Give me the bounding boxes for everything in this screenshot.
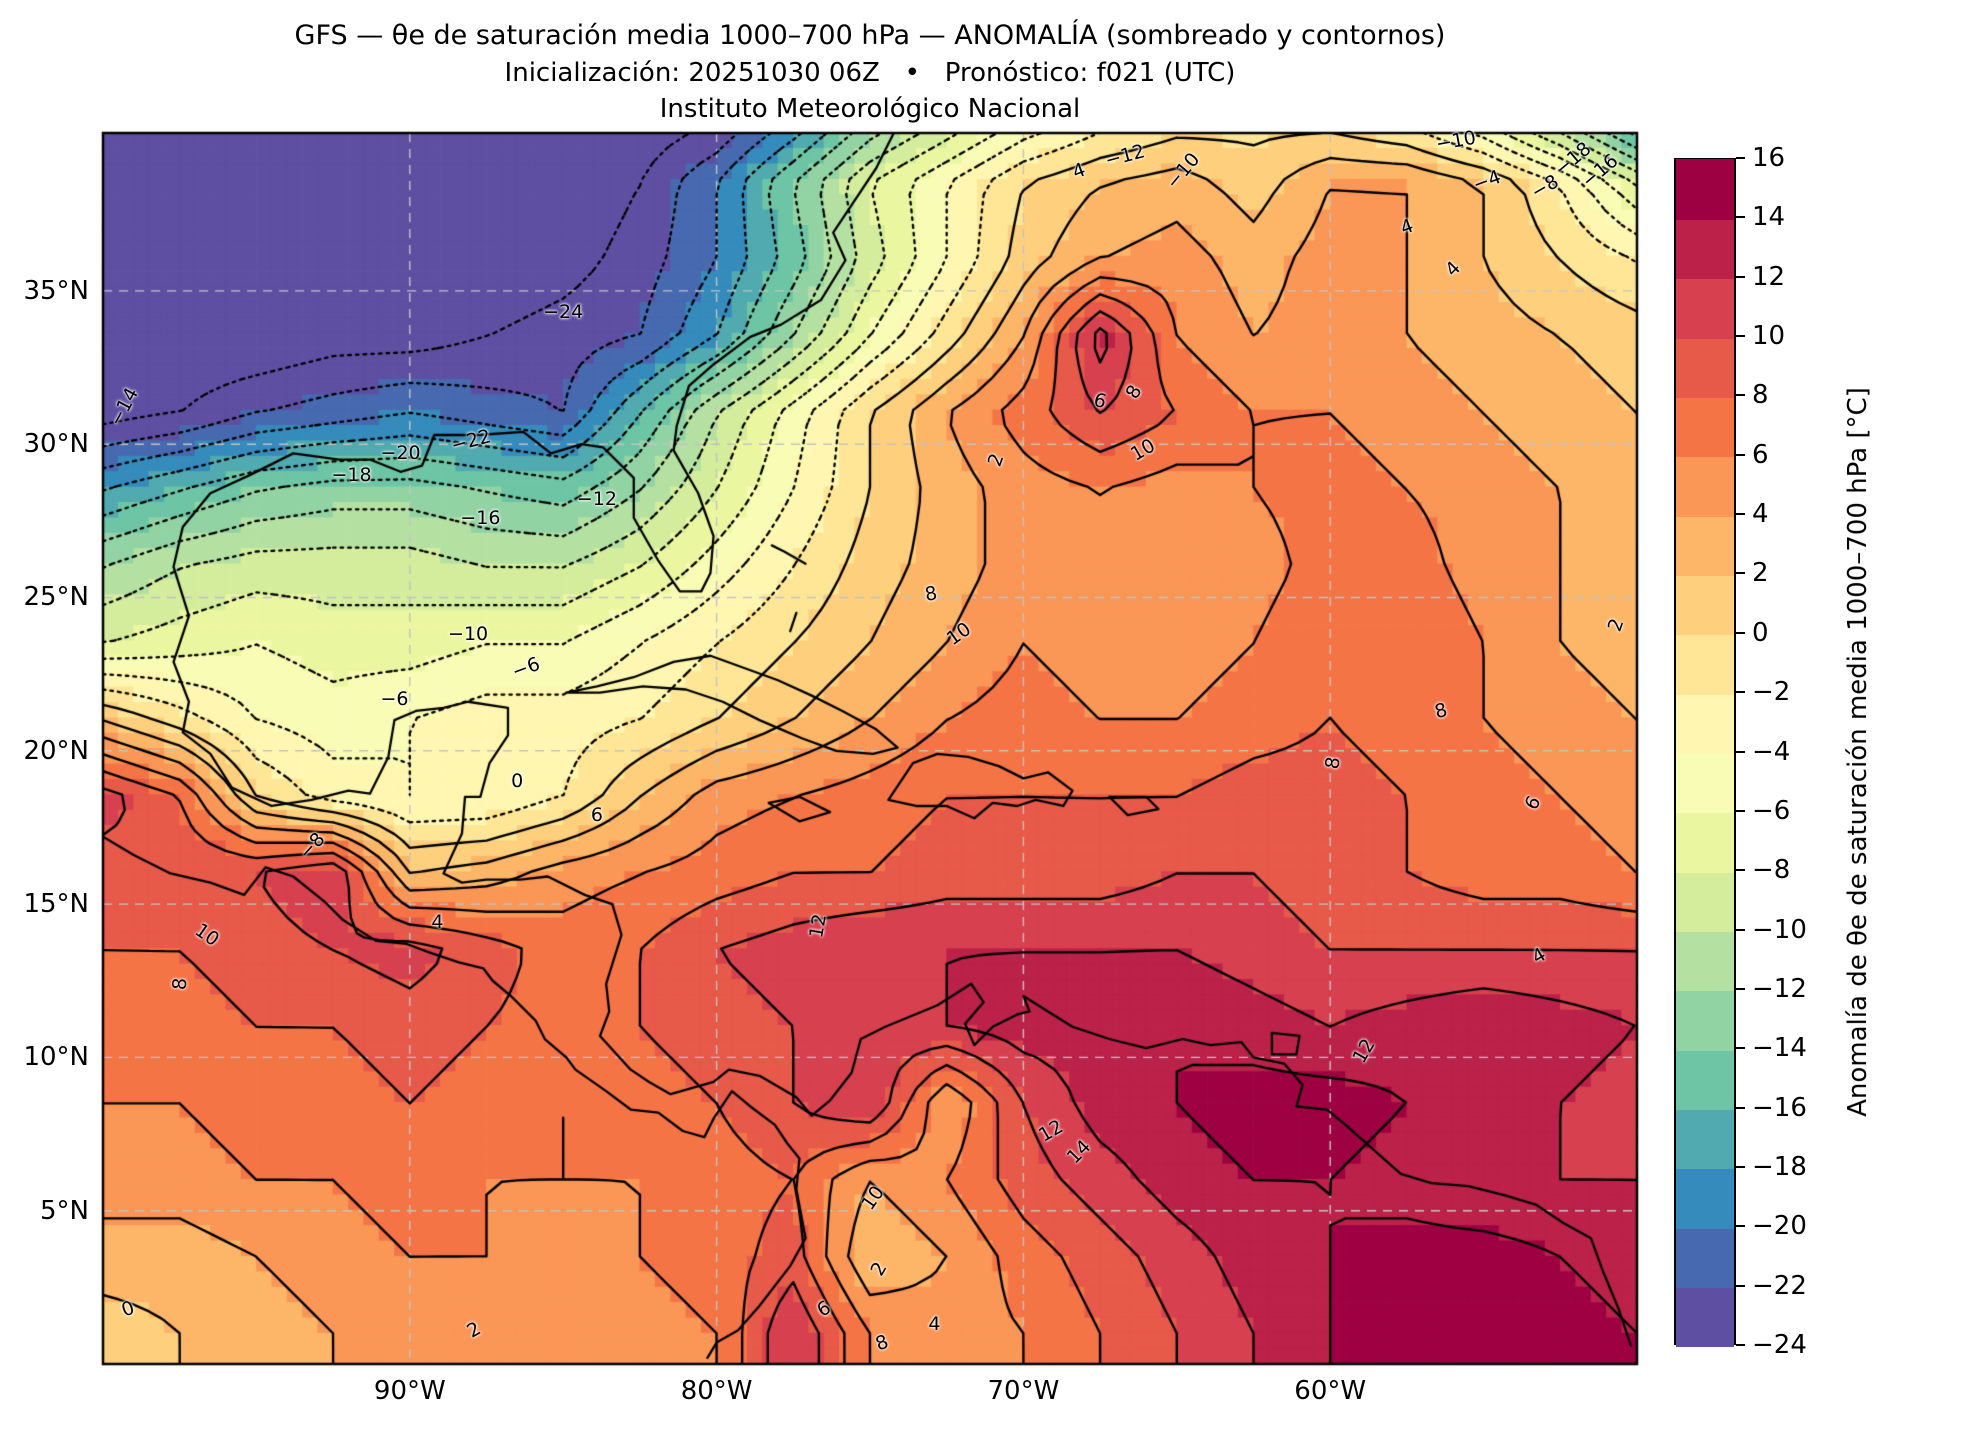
colorbar-tick-label: −2 [1752, 677, 1791, 708]
colorbar-tick-label: −12 [1752, 973, 1807, 1004]
contour-label: 0 [511, 770, 524, 793]
colorbar-tick-mark [1736, 987, 1745, 990]
colorbar-cell [1676, 396, 1734, 458]
colorbar-cell [1676, 455, 1734, 517]
y-tick-label: 15°N [23, 889, 89, 920]
colorbar-tick-mark [1736, 691, 1745, 694]
y-tick-label: 10°N [23, 1042, 89, 1073]
contour-label: −24 [543, 301, 584, 324]
colorbar-tick-mark [1736, 1047, 1745, 1050]
x-tick-label: 90°W [373, 1376, 446, 1406]
colorbar-tick-mark [1736, 275, 1745, 278]
colorbar-cell [1676, 515, 1734, 576]
colorbar-tick-mark [1736, 1344, 1745, 1346]
colorbar-cell [1676, 871, 1734, 933]
contour-label: −20 [380, 442, 421, 465]
colorbar-tick-label: 4 [1752, 499, 1769, 530]
colorbar-cell [1676, 277, 1734, 339]
chart-subtitle-init-forecast: Inicialización: 20251030 06Z • Pronóstic… [504, 58, 1236, 88]
contour-label: −12 [576, 488, 617, 511]
contour-label: 4 [431, 911, 444, 934]
colorbar-tick-label: 14 [1752, 202, 1786, 233]
colorbar-axis-label: Anomalía de θe de saturación media 1000–… [1843, 386, 1873, 1117]
colorbar-tick-mark [1736, 513, 1745, 516]
colorbar-tick-mark [1736, 809, 1745, 812]
colorbar-tick-mark [1736, 750, 1745, 753]
colorbar-tick-mark [1736, 216, 1745, 219]
colorbar-tick-label: 0 [1752, 617, 1769, 648]
contour-label: −6 [380, 687, 409, 710]
colorbar-tick-mark [1736, 1106, 1745, 1109]
colorbar-tick-label: −14 [1752, 1033, 1807, 1064]
colorbar-cell [1676, 1167, 1734, 1229]
colorbar-tick-mark [1736, 572, 1745, 575]
contour-label: −16 [460, 506, 501, 529]
colorbar-tick-label: 8 [1752, 380, 1769, 411]
colorbar-tick-label: 10 [1752, 321, 1786, 352]
colorbar-tick-label: 16 [1752, 143, 1786, 173]
y-tick-label: 25°N [23, 582, 89, 613]
colorbar-cell [1676, 159, 1734, 220]
colorbar-tick-mark [1736, 1165, 1745, 1168]
colorbar-tick-label: −6 [1752, 795, 1791, 826]
colorbar-tick-label: −16 [1752, 1092, 1807, 1123]
colorbar-cell [1676, 574, 1734, 636]
colorbar-cell [1676, 337, 1734, 398]
colorbar-cell [1676, 693, 1734, 754]
colorbar-tick-label: −24 [1752, 1330, 1807, 1360]
colorbar-cell [1676, 218, 1734, 280]
colorbar-tick-mark [1736, 1225, 1745, 1228]
colorbar [1674, 158, 1736, 1348]
colorbar-tick-label: −20 [1752, 1211, 1807, 1242]
colorbar-tick-label: 12 [1752, 261, 1786, 292]
colorbar-tick-mark [1736, 394, 1745, 397]
contour-label: 8 [168, 976, 192, 991]
colorbar-cell [1676, 1049, 1734, 1111]
contour-label: −10 [448, 623, 489, 646]
contour-label: −18 [331, 463, 372, 486]
x-tick-label: 60°W [1294, 1376, 1367, 1406]
colorbar-tick-label: 6 [1752, 439, 1769, 470]
colorbar-tick-label: −18 [1752, 1151, 1807, 1182]
y-tick-label: 35°N [23, 275, 89, 306]
colorbar-cell [1676, 1227, 1734, 1289]
y-tick-label: 20°N [23, 735, 89, 766]
colorbar-cell [1676, 752, 1734, 814]
colorbar-cell [1676, 989, 1734, 1051]
colorbar-tick-mark [1736, 157, 1745, 159]
colorbar-cell [1676, 1108, 1734, 1170]
x-tick-label: 70°W [987, 1376, 1060, 1406]
colorbar-tick-mark [1736, 1284, 1745, 1287]
colorbar-tick-mark [1736, 335, 1745, 338]
colorbar-tick-label: −8 [1752, 855, 1791, 886]
colorbar-tick-label: −22 [1752, 1270, 1807, 1301]
chart-title: GFS — θe de saturación media 1000–700 hP… [294, 20, 1446, 51]
colorbar-cell [1676, 633, 1734, 695]
contour-label: 4 [928, 1313, 941, 1336]
colorbar-cell [1676, 930, 1734, 992]
colorbar-cell [1676, 1286, 1734, 1348]
colorbar-tick-mark [1736, 928, 1745, 931]
colorbar-cell [1676, 811, 1734, 873]
y-tick-label: 5°N [40, 1195, 89, 1226]
colorbar-tick-mark [1736, 453, 1745, 456]
contour-label: 6 [590, 804, 603, 827]
y-tick-label: 30°N [23, 429, 89, 460]
colorbar-tick-mark [1736, 631, 1745, 634]
colorbar-tick-label: −10 [1752, 914, 1807, 945]
chart-subtitle-institution: Instituto Meteorológico Nacional [659, 94, 1081, 124]
colorbar-tick-label: −4 [1752, 736, 1791, 767]
contour-label: 12 [804, 911, 831, 940]
colorbar-tick-mark [1736, 869, 1745, 872]
colorbar-tick-label: 2 [1752, 558, 1769, 589]
x-tick-label: 80°W [680, 1376, 753, 1406]
